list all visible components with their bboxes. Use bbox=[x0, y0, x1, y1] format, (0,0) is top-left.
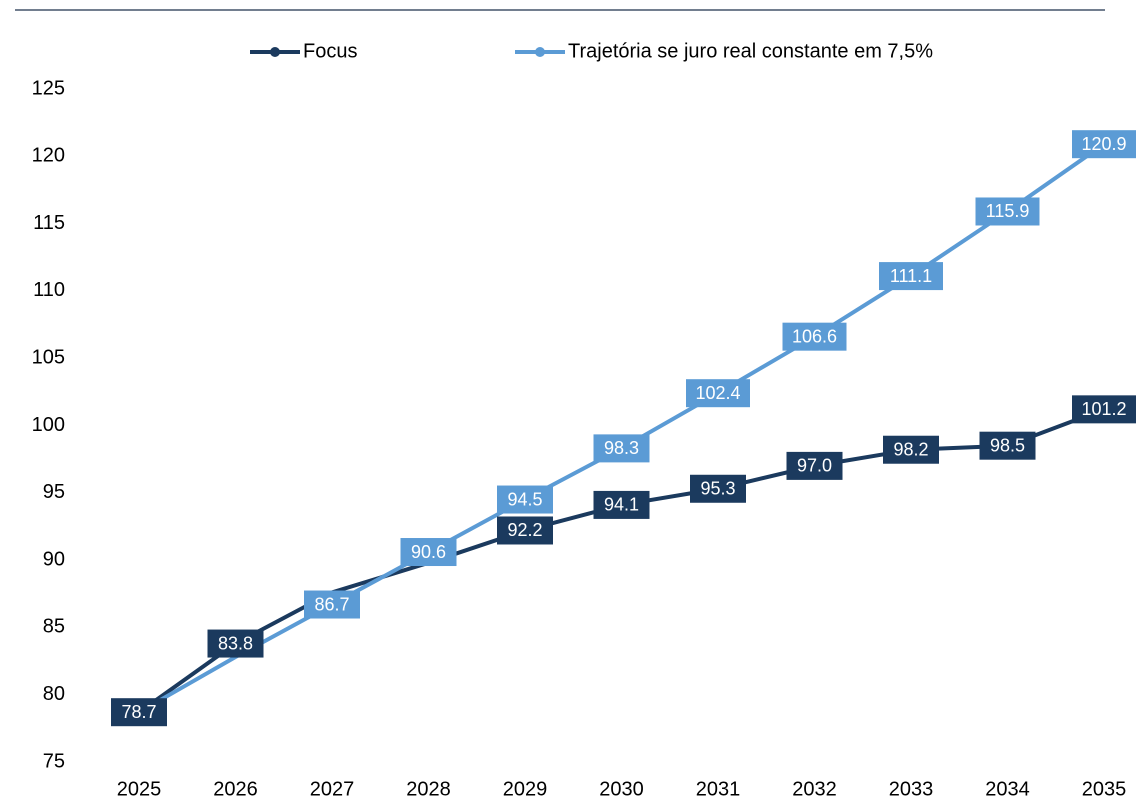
data-label: 95.3 bbox=[700, 479, 735, 499]
data-label-box bbox=[497, 516, 553, 545]
data-label: 98.2 bbox=[893, 439, 928, 459]
data-label-box bbox=[593, 490, 650, 519]
y-tick-label: 105 bbox=[32, 346, 65, 368]
y-tick-label: 115 bbox=[33, 212, 65, 234]
data-label-box bbox=[1072, 130, 1136, 159]
data-label-box bbox=[304, 590, 360, 619]
x-tick-label: 2035 bbox=[1082, 778, 1127, 800]
data-label-box bbox=[883, 435, 939, 464]
data-label-box bbox=[207, 629, 264, 658]
y-tick-label: 75 bbox=[43, 750, 65, 772]
data-label-box bbox=[593, 434, 650, 463]
series-line bbox=[138, 142, 1106, 714]
x-tick-label: 2029 bbox=[503, 778, 548, 800]
data-label-box bbox=[1072, 395, 1136, 424]
data-label: 78.7 bbox=[121, 702, 156, 722]
data-label: 83.8 bbox=[218, 633, 253, 653]
data-label: 97.0 bbox=[797, 456, 832, 476]
x-tick-label: 2027 bbox=[310, 778, 355, 800]
data-label-box bbox=[400, 538, 457, 567]
data-label-box bbox=[879, 262, 943, 291]
data-label: 98.3 bbox=[604, 438, 639, 458]
y-tick-label: 120 bbox=[32, 145, 65, 167]
data-label-box bbox=[497, 485, 553, 514]
y-tick-label: 80 bbox=[43, 683, 65, 705]
data-label: 94.1 bbox=[604, 495, 639, 515]
data-label: 101.2 bbox=[1081, 399, 1126, 419]
data-label-box bbox=[111, 698, 167, 727]
x-tick-label: 2030 bbox=[599, 778, 644, 800]
data-label: 106.6 bbox=[792, 326, 837, 346]
data-label: 102.4 bbox=[695, 383, 740, 403]
data-label-box bbox=[686, 379, 750, 408]
x-tick-label: 2026 bbox=[213, 778, 258, 800]
data-label: 120.9 bbox=[1081, 134, 1126, 154]
y-tick-label: 100 bbox=[32, 414, 65, 436]
x-tick-label: 2031 bbox=[696, 778, 741, 800]
data-label-box bbox=[690, 474, 746, 503]
data-label: 92.2 bbox=[507, 520, 542, 540]
x-tick-label: 2025 bbox=[117, 778, 162, 800]
legend-marker bbox=[270, 47, 280, 57]
x-tick-label: 2034 bbox=[985, 778, 1030, 800]
data-label: 115.9 bbox=[986, 201, 1030, 221]
x-tick-label: 2033 bbox=[889, 778, 934, 800]
data-label-box bbox=[979, 431, 1036, 460]
y-tick-label: 90 bbox=[43, 548, 65, 570]
y-tick-label: 85 bbox=[43, 616, 65, 638]
data-label-box bbox=[975, 197, 1040, 226]
y-tick-label: 95 bbox=[43, 481, 65, 503]
data-label-box bbox=[786, 451, 843, 480]
data-label: 94.5 bbox=[507, 489, 542, 509]
x-tick-label: 2028 bbox=[406, 778, 451, 800]
y-tick-label: 125 bbox=[32, 77, 65, 99]
data-label: 98.5 bbox=[990, 435, 1025, 455]
legend-label: Trajetória se juro real constante em 7,5… bbox=[568, 40, 933, 62]
x-tick-label: 2032 bbox=[792, 778, 837, 800]
data-label: 90.6 bbox=[411, 542, 446, 562]
data-label-box bbox=[782, 322, 847, 351]
data-label: 111.1 bbox=[890, 266, 932, 286]
legend-marker bbox=[535, 47, 545, 57]
y-tick-label: 110 bbox=[33, 279, 65, 301]
legend-label: Focus bbox=[303, 40, 357, 62]
data-label: 86.7 bbox=[314, 594, 349, 614]
